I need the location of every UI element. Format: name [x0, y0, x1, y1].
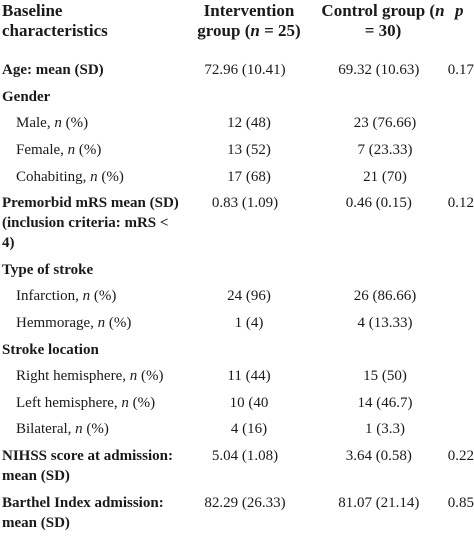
cell: 23 (76.66) [353, 115, 417, 132]
cell: 0.17 [447, 62, 474, 79]
cell: 0.12 [447, 195, 474, 212]
table-row: Bilateral, n (%) 4 (16) 1 (3.3) [0, 416, 474, 443]
cell: 0.83 (1.09) [211, 195, 279, 212]
header-cell: Baseline characteristics [2, 1, 108, 40]
header-cell: Intervention group (n = 25) [197, 1, 301, 40]
table-row: Cohabiting, n (%) 17 (68) 21 (70) [0, 163, 474, 190]
cell: 0.22 [447, 448, 474, 465]
row-label: Bilateral, n (%) [16, 421, 109, 438]
table-row: Premorbid mRS mean (SD) (inclusion crite… [0, 190, 474, 257]
row-label: Stroke location [2, 341, 99, 358]
table-row: Age: mean (SD) 72.96 (10.41) 69.32 (10.63)… [0, 57, 474, 84]
table-row: Infarction, n (%) 24 (96) 26 (86.66) [0, 283, 474, 310]
row-label: Gender [2, 88, 51, 105]
cell: 1 (3.3) [365, 421, 405, 438]
row-label: Type of stroke [2, 261, 94, 278]
header-cell: Control group (n = 30) [321, 1, 445, 40]
row-label: Left hemisphere, n (%) [16, 394, 156, 411]
cell: 24 (96) [227, 288, 271, 305]
cell: 0.85 [447, 494, 474, 511]
row-label: Male, n (%) [16, 115, 89, 132]
cell: 0.46 (0.15) [345, 195, 412, 212]
cell: 4 (13.33) [357, 315, 413, 332]
table-row: Hemmorage, n (%) 1 (4) 4 (13.33) [0, 310, 474, 337]
table-row: Male, n (%) 12 (48) 23 (76.66) [0, 110, 474, 137]
row-label: NIHSS score at admission: mean (SD) [2, 448, 173, 485]
cell: 15 (50) [363, 368, 407, 385]
row-label: Cohabiting, n (%) [16, 168, 124, 185]
cell: 12 (48) [227, 115, 271, 132]
row-label: Hemmorage, n (%) [16, 315, 132, 332]
row-label: Right hemisphere, n (%) [16, 368, 164, 385]
row-label: Barthel Index admission: mean (SD) [2, 494, 164, 531]
cell: 10 (40 [229, 394, 269, 411]
row-label: Premorbid mRS mean (SD) (inclusion crite… [2, 195, 179, 252]
cell: 69.32 (10.63) [338, 62, 420, 79]
cell: 82.29 (26.33) [204, 494, 286, 511]
cell: 21 (70) [363, 168, 407, 185]
cell: 26 (86.66) [353, 288, 417, 305]
table-body: Age: mean (SD) 72.96 (10.41) 69.32 (10.63)… [0, 57, 474, 537]
table-row: Right hemisphere, n (%) 11 (44) 15 (50) [0, 363, 474, 390]
table-row: Female, n (%) 13 (52) 7 (23.33) [0, 137, 474, 164]
cell: 1 (4) [234, 315, 264, 332]
cell: 3.64 (0.58) [345, 448, 412, 465]
row-label: Female, n (%) [16, 142, 102, 159]
table-header: Baseline characteristics Intervention gr… [0, 0, 474, 52]
cell: 81.07 (21.14) [338, 494, 420, 511]
table-row: Stroke location [0, 336, 474, 363]
cell: 11 (44) [227, 368, 271, 385]
cell: 5.04 (1.08) [211, 448, 279, 465]
cell: 13 (52) [227, 142, 271, 159]
table-row: Barthel Index admission: mean (SD) 82.29 … [0, 489, 474, 536]
cell: 7 (23.33) [357, 142, 413, 159]
row-label: Age: mean (SD) [2, 62, 104, 79]
row-label: Infarction, n (%) [16, 288, 117, 305]
header-cell: p [455, 1, 464, 20]
table-row: Left hemisphere, n (%) 10 (40 14 (46.7) [0, 390, 474, 417]
cell: 72.96 (10.41) [204, 62, 286, 79]
table-row: Type of stroke [0, 257, 474, 284]
cell: 14 (46.7) [357, 394, 413, 411]
table-row: NIHSS score at admission: mean (SD) 5.04 … [0, 443, 474, 490]
cell: 4 (16) [230, 421, 268, 438]
table-row: Gender [0, 84, 474, 111]
cell: 17 (68) [227, 168, 271, 185]
